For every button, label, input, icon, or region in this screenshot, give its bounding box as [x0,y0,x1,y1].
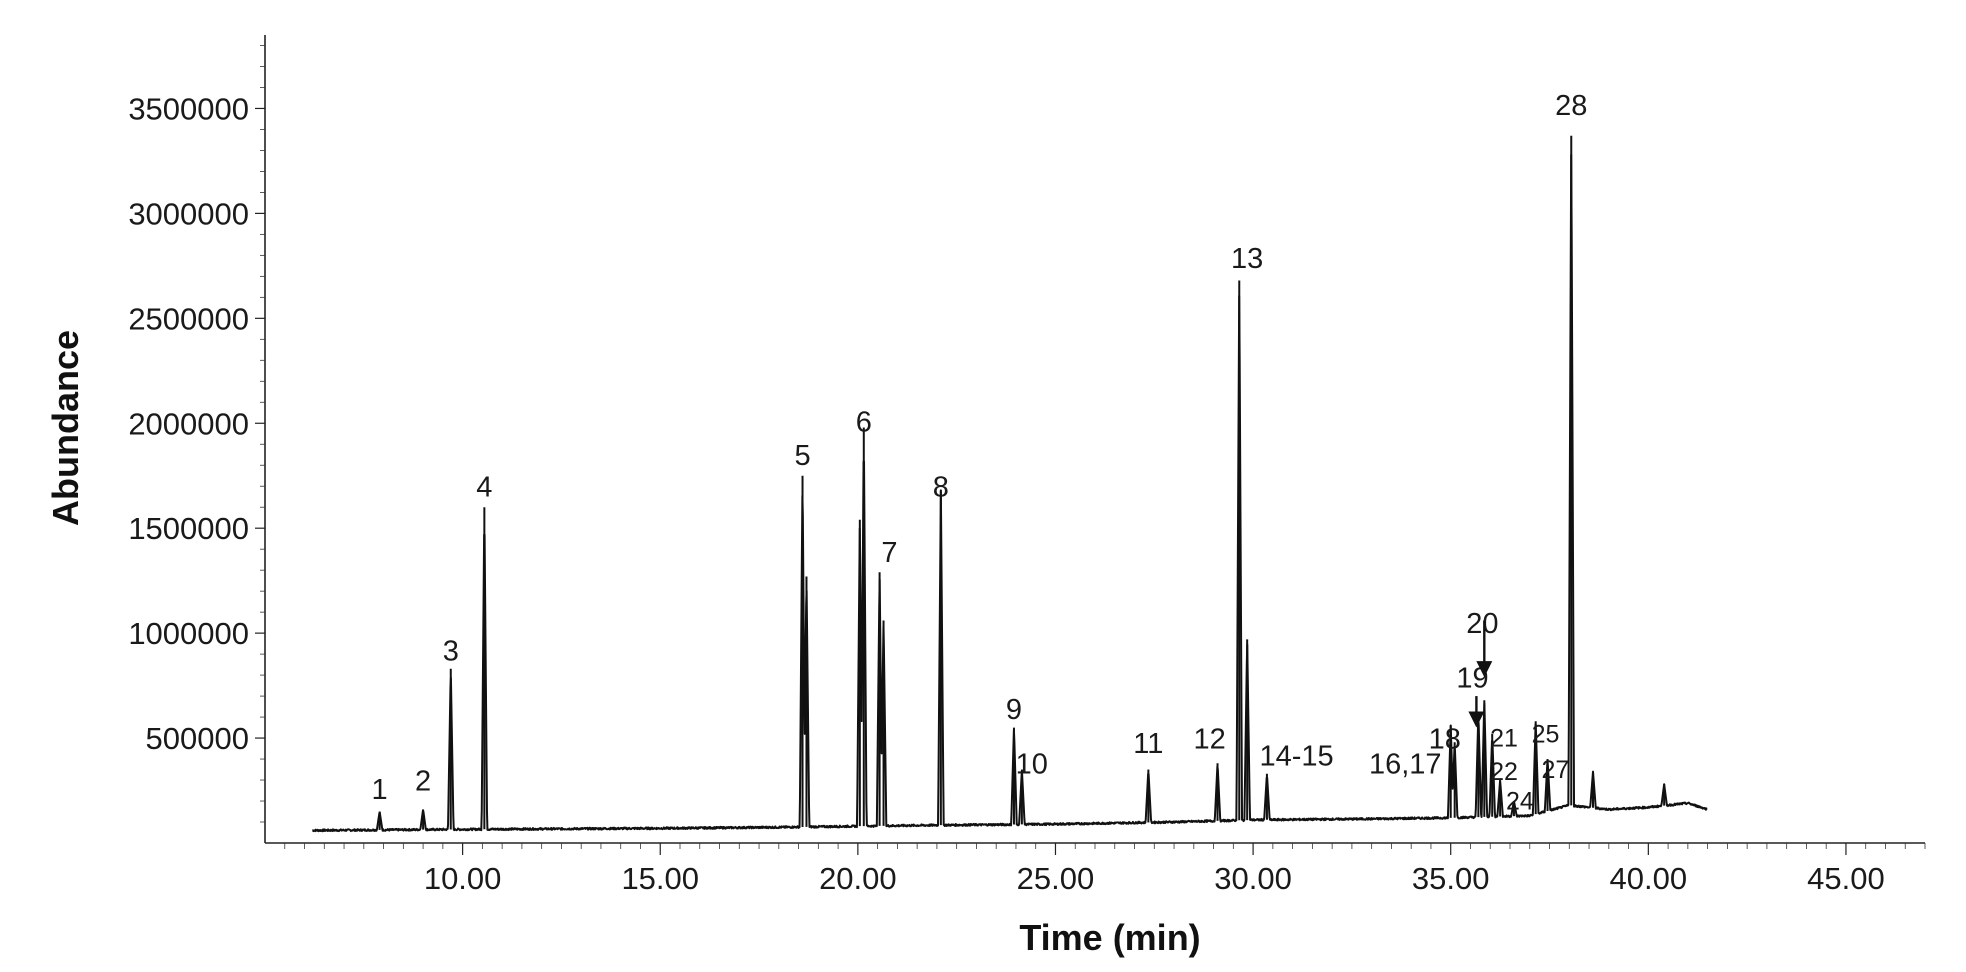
peak-label-16-17: 16,17 [1369,749,1442,781]
trace-layer [311,135,1708,833]
peak-label-21: 21 [1490,724,1518,752]
arrow-head-0 [1476,661,1493,678]
y-tick-label: 2000000 [128,406,249,441]
peak-label-14-15: 14-15 [1259,740,1333,772]
x-tick-label: 15.00 [621,861,699,896]
y-tick-label: 3000000 [128,196,249,231]
x-tick-label: 25.00 [1017,861,1095,896]
ticks-layer: 10.00 15.00 20.00 25.00 30.00 35.00 40.00 45.00… [128,45,1926,896]
peak-label-20: 20 [1466,608,1498,640]
peak-label-13: 13 [1231,243,1263,275]
peak-label-2: 2 [415,766,431,798]
peak-label-7: 7 [881,537,897,569]
x-tick-label: 20.00 [819,861,897,896]
peak-label-9: 9 [1006,694,1022,726]
x-tick-label: 35.00 [1412,861,1490,896]
peak-label-24: 24 [1506,787,1534,815]
y-tick-label: 2500000 [128,301,249,336]
peak-label-25: 25 [1532,720,1560,748]
peak-label-4: 4 [476,472,492,504]
y-tick-label: 1500000 [128,511,249,546]
peak-label-5: 5 [794,440,810,472]
peak-label-27: 27 [1542,756,1570,784]
peak-label-1: 1 [372,774,388,806]
x-tick-label: 30.00 [1214,861,1292,896]
peak-label-8: 8 [933,472,949,504]
x-tick-label: 45.00 [1807,861,1885,896]
x-tick-label: 40.00 [1610,861,1688,896]
peak-label-12: 12 [1193,724,1225,756]
axes-layer [264,35,1925,844]
x-tick-label: 10.00 [424,861,502,896]
chromatogram-trace [311,153,1708,833]
peak-label-10: 10 [1016,749,1048,781]
arrows-layer [1468,620,1493,728]
x-axis-title: Time (min) [1019,917,1200,958]
arrow-head-1 [1468,711,1485,728]
peak-label-6: 6 [856,407,872,439]
peak-label-22: 22 [1490,758,1518,786]
y-axis-title: Abundance [45,330,86,526]
y-tick-label: 3500000 [128,91,249,126]
peak-label-3: 3 [443,635,459,667]
y-tick-label: 1000000 [128,616,249,651]
peak-label-18: 18 [1429,724,1461,756]
peak-label-11: 11 [1133,728,1163,760]
y-tick-label: 500000 [146,721,249,756]
peak-label-28: 28 [1555,90,1587,122]
